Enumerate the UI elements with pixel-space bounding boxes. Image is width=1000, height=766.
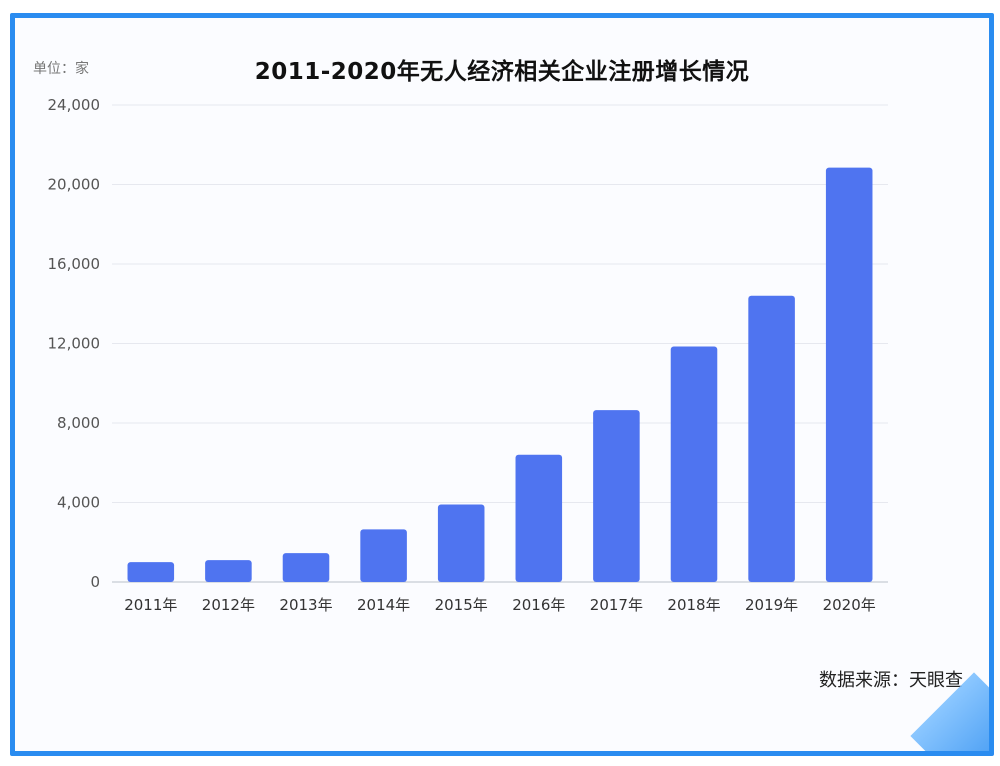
x-tick-label: 2012年: [202, 596, 255, 614]
y-tick-label: 16,000: [48, 255, 101, 273]
x-tick-label: 2015年: [435, 596, 488, 614]
y-tick-label: 0: [90, 573, 100, 591]
tick-labels: 0 4,000 8,000 12,000 16,000 20,000 24,000 2011年…: [48, 96, 876, 614]
x-tick-label: 2017年: [590, 596, 643, 614]
bar: [360, 529, 407, 582]
y-tick-label: 4,000: [57, 494, 100, 512]
x-tick-label: 2018年: [667, 596, 720, 614]
chart-title: 2011-2020年无人经济相关企业注册增长情况: [254, 59, 750, 85]
bar: [205, 560, 252, 582]
bar: [515, 454, 563, 582]
x-tick-label: 2020年: [823, 596, 876, 614]
x-tick-label: 2013年: [279, 596, 332, 614]
y-tick-label: 24,000: [48, 96, 101, 114]
y-tick-label: 8,000: [57, 414, 100, 432]
bars: [127, 167, 873, 582]
y-tick-label: 20,000: [48, 176, 101, 194]
unit-label: 单位：家: [33, 61, 89, 77]
bar: [670, 346, 718, 582]
y-tick-label: 12,000: [48, 335, 101, 353]
data-source-label: 数据来源：天眼查: [819, 670, 963, 691]
x-tick-label: 2016年: [512, 596, 565, 614]
x-tick-label: 2014年: [357, 596, 410, 614]
bar: [127, 562, 175, 582]
x-tick-label: 2011年: [124, 596, 177, 614]
x-tick-label: 2019年: [745, 596, 798, 614]
bar: [437, 504, 485, 582]
bar: [748, 295, 795, 582]
bar: [282, 553, 330, 582]
bar: [825, 167, 873, 582]
bar: [593, 410, 640, 582]
